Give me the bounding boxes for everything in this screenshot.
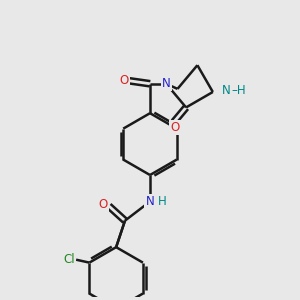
Text: N: N — [146, 195, 154, 208]
Text: N: N — [222, 84, 231, 97]
Text: O: O — [171, 121, 180, 134]
Text: H: H — [158, 195, 167, 208]
Text: Cl: Cl — [63, 253, 75, 266]
Text: –H: –H — [231, 84, 246, 97]
Text: N: N — [162, 77, 171, 90]
Text: O: O — [99, 198, 108, 211]
Text: O: O — [119, 74, 129, 87]
